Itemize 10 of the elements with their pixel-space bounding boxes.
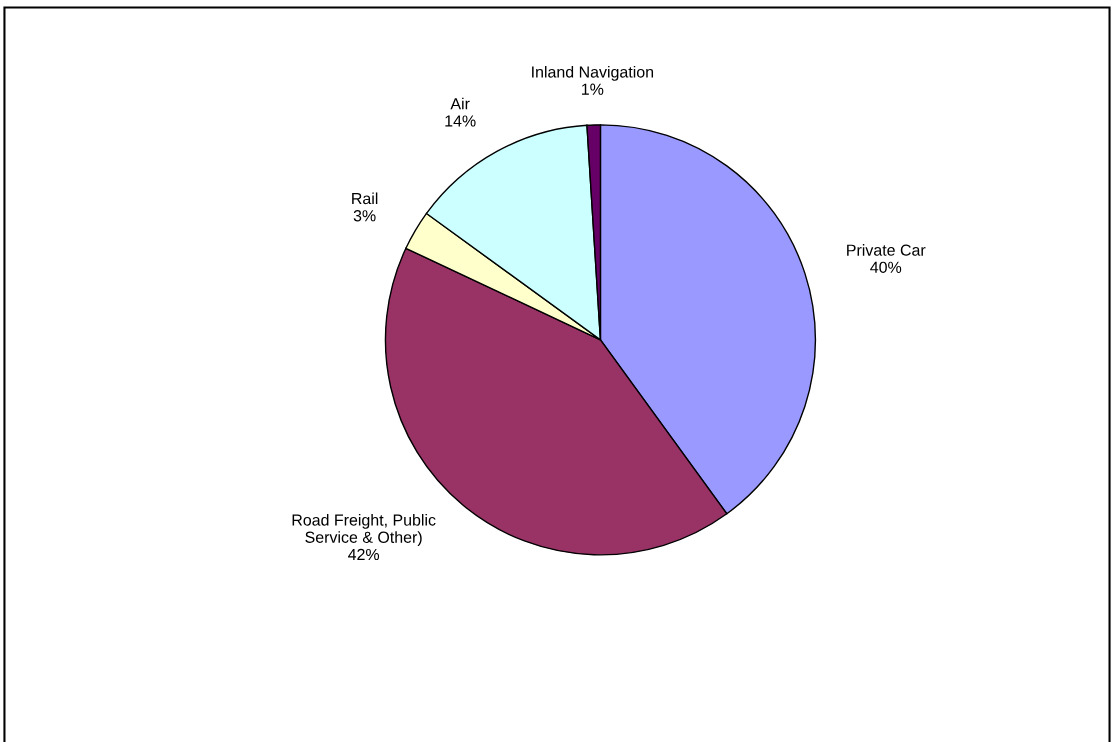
data-label: 40% bbox=[870, 261, 902, 273]
data-label: 42% bbox=[348, 548, 380, 561]
data-label: 3% bbox=[353, 210, 376, 222]
slice-label: Air bbox=[450, 97, 470, 110]
slice-label: Rail bbox=[352, 192, 378, 205]
data-label: 14% bbox=[445, 115, 476, 127]
data-label: 1% bbox=[582, 83, 604, 95]
slice-label: Inland Navigation bbox=[532, 65, 654, 81]
slice-label: Road Freight, Public Service & Other) bbox=[292, 513, 436, 547]
slice-label: Private Car bbox=[847, 244, 926, 256]
